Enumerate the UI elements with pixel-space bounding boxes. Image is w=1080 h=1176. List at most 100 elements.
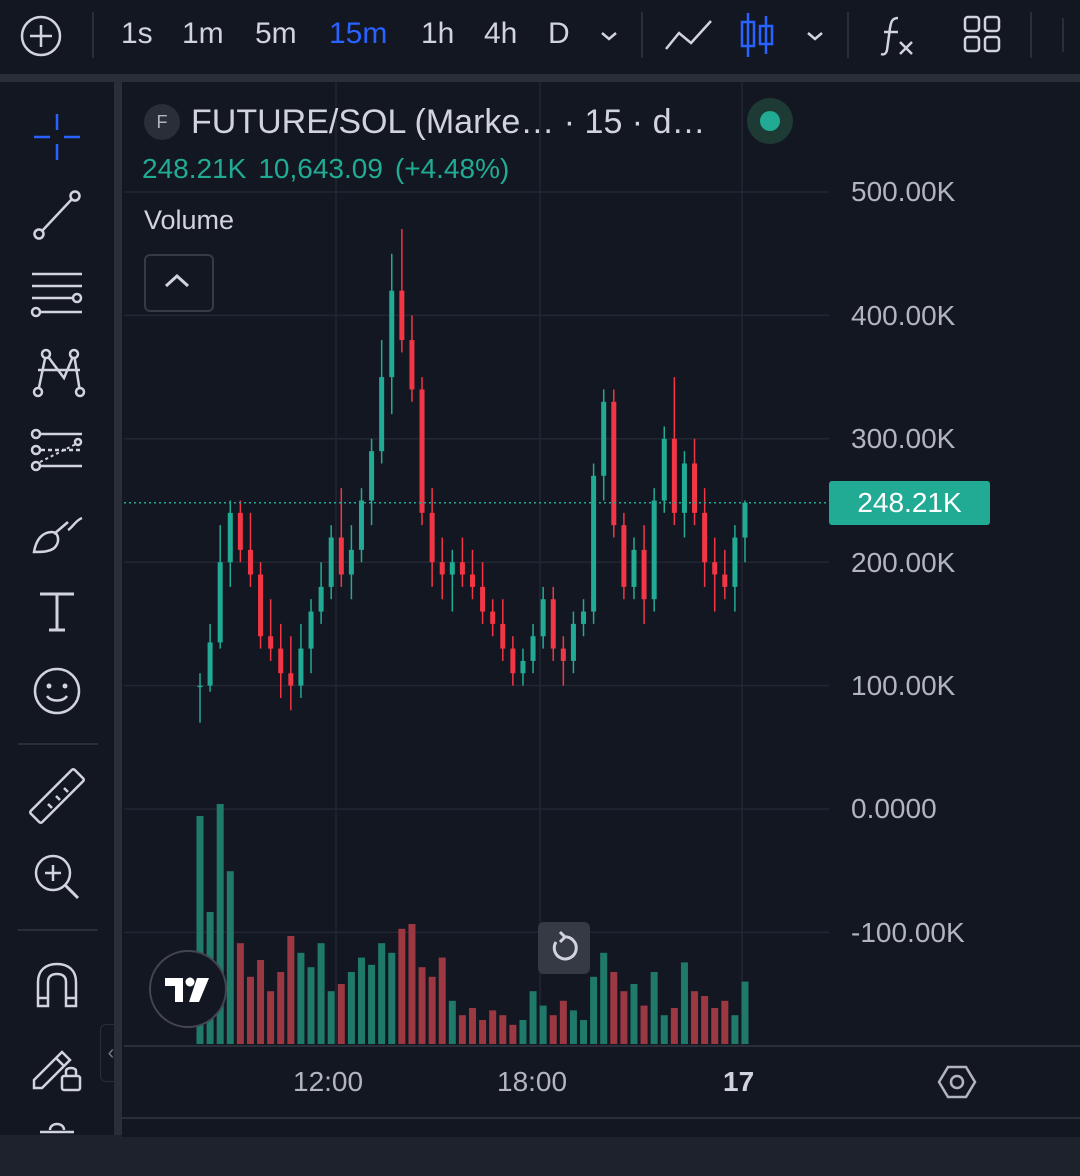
candle-body [237,512,243,550]
volume-bar [509,1024,517,1044]
bottom-panel-edge [122,1117,1080,1137]
timeframe-15m[interactable]: 15m [329,17,388,50]
volume-bar [357,957,365,1044]
volume-bar [580,1020,588,1044]
chevron-up-icon [164,273,190,288]
symbol-logo-badge[interactable]: F [144,104,180,140]
legend-last-value: 248.21K [142,153,247,184]
candle-body [338,537,344,575]
add-circle-icon[interactable] [19,14,63,58]
candle-body [258,574,264,637]
timeframe-1s[interactable]: 1s [121,17,153,50]
sidebar-divider [114,82,122,1135]
candle-body [247,549,253,575]
timeframe-1h[interactable]: 1h [421,17,455,50]
time-axis-label: 17 [723,1066,755,1097]
volume-bar [469,1008,476,1044]
volume-bar [418,967,426,1044]
volume-bar [317,943,325,1044]
tradingview-logo[interactable] [149,950,227,1028]
volume-bar [691,991,699,1044]
zoom-in-icon[interactable] [28,848,86,906]
volume-bar [620,991,628,1044]
volume-bar [196,816,204,1044]
price-axis-label: 300.00K [851,423,956,454]
candle-body [581,611,587,624]
candle-body [510,648,516,674]
candle-body [288,673,294,686]
timeframe-1m[interactable]: 1m [182,17,224,50]
candle-body [520,660,526,674]
time-axis-label: 12:00 [293,1066,364,1097]
candle-body [429,512,435,563]
symbol-title[interactable]: FUTURE/SOL (Marke… · 15 · d… [191,103,706,141]
price-axis-label: 0.0000 [851,793,937,824]
market-open-dot-icon [760,111,780,131]
candle-body [651,500,657,600]
candle-body [601,401,607,476]
chart-canvas[interactable] [0,0,1080,1135]
trend-line-icon[interactable] [28,186,86,244]
legend-collapse-button[interactable] [144,254,214,312]
candle-body [399,290,405,341]
line-chart-icon[interactable] [663,13,715,57]
volume-bar [721,1000,729,1044]
market-status-indicator[interactable] [747,98,793,144]
layout-grid-icon[interactable] [962,14,1002,54]
brush-icon[interactable] [28,504,86,562]
candles-icon[interactable] [738,10,776,60]
volume-bar [559,1000,567,1044]
chevron-down-icon[interactable] [597,24,621,48]
candle-body [681,463,687,513]
fib-levels-icon[interactable] [28,424,86,482]
indicators-fx-icon[interactable] [878,12,918,58]
horizontal-lines-icon[interactable] [28,266,86,324]
tradingview-logo-icon [165,977,209,1002]
ohlc-legend: 248.21K 10,643.09 (+4.48%) [142,150,521,188]
volume-indicator-label[interactable]: Volume [144,205,235,235]
volume-bar [236,943,244,1044]
candle-body [308,611,314,649]
timeframe-d[interactable]: D [548,17,570,50]
toolbar-overflow-item[interactable] [1062,18,1080,52]
toolbar-separator [641,12,643,58]
timeframe-5m[interactable]: 5m [255,17,297,50]
candle-body [500,623,506,649]
candle-body [470,574,475,587]
candle-body [540,599,546,637]
emoji-icon[interactable] [28,662,86,720]
volume-bar [610,972,618,1044]
volume-bar [701,996,709,1044]
volume-bar [499,1015,507,1044]
volume-bar [650,972,658,1044]
candle-body [459,562,465,575]
volume-bar [337,984,345,1044]
chevron-down-icon[interactable] [803,24,827,48]
timeframe-4h[interactable]: 4h [484,17,518,50]
text-icon[interactable] [28,582,86,640]
lock-drawing-icon[interactable] [28,1036,86,1094]
toolbar-separator [847,12,849,58]
candle-body [409,340,415,390]
volume-bar [529,991,537,1044]
volume-bar [600,952,608,1044]
volume-bar [569,1010,577,1044]
pattern-icon[interactable] [28,344,86,402]
volume-bar [246,976,254,1044]
chart-pane[interactable] [122,82,1080,1117]
candle-body [611,401,617,526]
chart-settings-icon[interactable] [937,1062,977,1102]
volume-bar [388,952,396,1044]
candle-body [550,599,556,649]
magnet-icon[interactable] [28,956,86,1014]
crosshair-icon[interactable] [28,108,86,166]
ruler-icon[interactable] [28,768,86,826]
toolbar-separator [1030,12,1032,58]
last-price-label: 248.21K [829,481,990,525]
trash-icon[interactable] [28,1118,86,1176]
reset-chart-button[interactable] [538,922,590,974]
volume-bar [741,981,749,1044]
candle-body [530,636,536,661]
candle-body [661,438,667,501]
volume-bar [680,962,688,1044]
